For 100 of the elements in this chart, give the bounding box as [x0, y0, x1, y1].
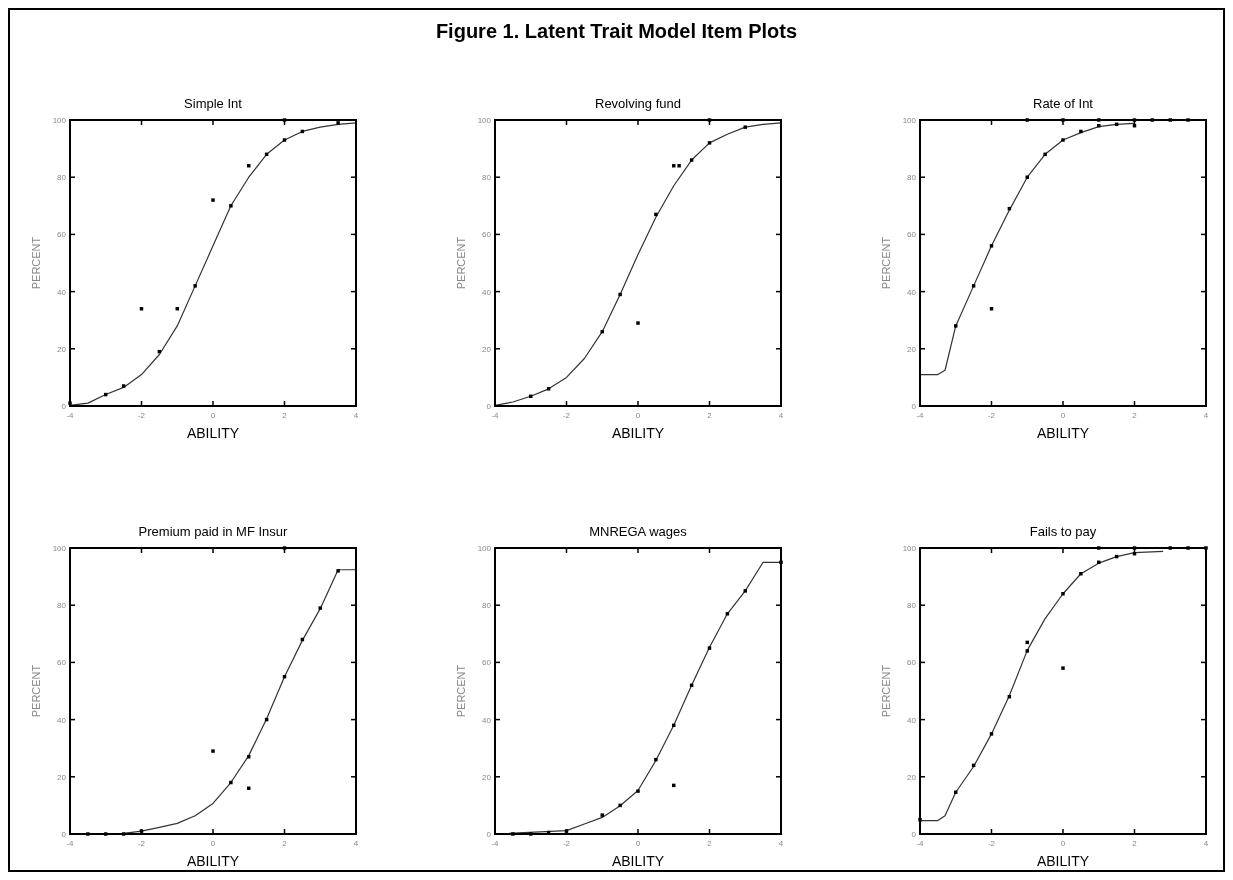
x-axis-title: ABILITY [186, 853, 240, 869]
point [707, 141, 712, 145]
point [1079, 572, 1083, 576]
y-axis-title: PERCENT [30, 236, 42, 290]
y-tick-label: 60 [57, 658, 67, 668]
y-tick-label: 20 [482, 344, 492, 354]
point [743, 125, 747, 129]
x-axis-title: ABILITY [611, 425, 665, 441]
x-tick-label: 4 [778, 411, 784, 420]
y-tick-label: 100 [902, 544, 917, 553]
point [247, 755, 251, 759]
y-tick-label: 0 [486, 402, 492, 411]
x-tick-label: 2 [707, 411, 713, 420]
x-axis-title: ABILITY [1036, 853, 1090, 869]
y-tick-label: 0 [911, 402, 917, 411]
x-tick-label: 0 [210, 839, 216, 848]
x-tick-label: 4 [1203, 839, 1209, 848]
y-tick-label: 100 [52, 544, 67, 553]
x-tick-label: -2 [562, 411, 571, 420]
x-tick-label: 2 [282, 411, 288, 420]
x-tick-label: -4 [66, 411, 75, 420]
point [636, 789, 640, 793]
x-axis-title: ABILITY [611, 853, 665, 869]
point [282, 138, 287, 142]
y-tick-label: 40 [57, 715, 67, 725]
point [1061, 138, 1065, 142]
point [654, 757, 658, 762]
point [707, 646, 712, 650]
line-series [919, 550, 1164, 822]
y-tick-label: 80 [57, 173, 67, 183]
point [954, 324, 958, 328]
x-tick-label: -4 [916, 839, 925, 848]
x-tick-label: 2 [282, 839, 288, 848]
line-series [494, 122, 782, 407]
y-tick-label: 80 [482, 601, 492, 611]
x-tick-label: -4 [491, 839, 500, 848]
y-tick-label: 40 [482, 715, 492, 725]
x-tick-label: 4 [353, 839, 359, 848]
point [725, 612, 730, 616]
chart-title: Revolving fund [595, 96, 681, 111]
x-tick-label: -2 [987, 411, 996, 420]
point [600, 813, 604, 817]
y-tick-label: 60 [907, 230, 917, 240]
y-tick-label: 80 [907, 601, 917, 611]
point [618, 803, 622, 808]
point [546, 387, 551, 391]
x-axis-title: ABILITY [1036, 425, 1090, 441]
point [1079, 129, 1083, 134]
y-tick-label: 40 [907, 715, 917, 725]
x-tick-label: 2 [1132, 839, 1138, 848]
point [618, 292, 622, 297]
point [193, 284, 197, 288]
x-tick-label: 0 [635, 411, 641, 420]
y-tick-label: 20 [57, 344, 67, 354]
point [636, 321, 640, 325]
caption: Figure 1. Latent Trait Model Item Plots [435, 20, 798, 42]
y-tick-label: 80 [57, 601, 67, 611]
y-tick-label: 60 [57, 230, 67, 240]
x-tick-label: -2 [137, 839, 146, 848]
point [1061, 592, 1065, 596]
point [1025, 175, 1029, 179]
y-tick-label: 0 [911, 830, 917, 839]
point [211, 749, 215, 753]
x-tick-label: -2 [137, 411, 146, 420]
x-tick-label: 0 [1060, 411, 1066, 420]
y-tick-label: 40 [57, 287, 67, 297]
point [1043, 152, 1047, 157]
y-tick-label: 40 [482, 287, 492, 297]
y-axis-title: PERCENT [880, 236, 892, 290]
y-axis-title: PERCENT [455, 664, 467, 718]
point [677, 164, 681, 168]
y-tick-label: 100 [52, 116, 67, 125]
point [689, 158, 694, 162]
x-tick-label: 0 [210, 411, 216, 420]
y-tick-label: 20 [482, 772, 492, 782]
chart-title: Simple Int [184, 96, 243, 111]
point [989, 244, 994, 248]
point [121, 384, 126, 388]
y-tick-label: 0 [486, 830, 492, 839]
point [318, 606, 322, 610]
point [971, 284, 976, 288]
chart-title: Premium paid in MF Insur [138, 524, 289, 539]
x-tick-label: 0 [635, 839, 641, 848]
y-tick-label: 20 [907, 344, 917, 354]
point [229, 204, 233, 208]
y-tick-label: 60 [482, 230, 492, 240]
y-tick-label: 60 [482, 658, 492, 668]
x-tick-label: 4 [778, 839, 784, 848]
x-tick-label: -4 [66, 839, 75, 848]
y-tick-label: 20 [907, 772, 917, 782]
y-tick-label: 0 [61, 402, 67, 411]
point [1061, 666, 1065, 670]
x-tick-label: -4 [916, 411, 925, 420]
chart-title: MNREGA wages [589, 524, 688, 539]
x-tick-label: 2 [707, 839, 713, 848]
y-axis-title: PERCENT [30, 664, 42, 718]
y-tick-label: 40 [907, 287, 917, 297]
y-tick-label: 100 [477, 544, 492, 553]
point [743, 589, 747, 593]
point [336, 569, 340, 573]
